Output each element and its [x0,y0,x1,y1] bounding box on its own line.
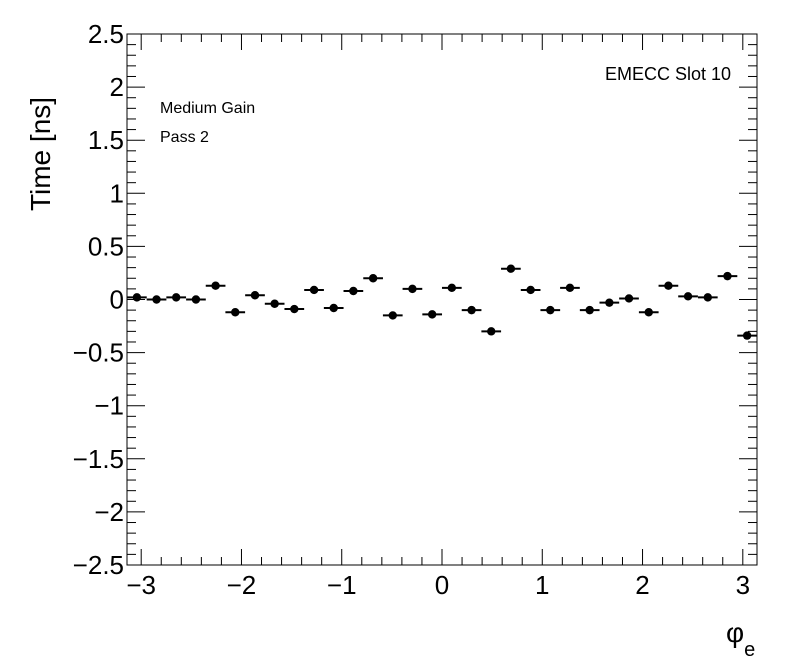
data-marker [388,311,397,320]
y-tick-label: 2.5 [88,19,124,49]
data-marker [132,293,142,302]
data-marker [368,274,378,283]
data-marker [506,264,516,273]
y-tick-label: 1.5 [88,125,124,155]
data-marker [290,304,299,314]
data-point [284,304,305,314]
x-tick-label: −2 [227,570,257,600]
data-marker [349,286,358,296]
axis-ticks [127,33,757,566]
data-marker [565,283,575,293]
data-point [461,305,482,315]
x-tick-label: 0 [435,570,449,600]
data-marker [309,285,319,295]
data-point [127,293,147,302]
data-marker [467,305,476,315]
axis-tick-labels: −2.5 −2 −1.5 −1 −0.5 0 0.5 1 1.5 2 2.5 −3 −2 −1 0 1 2 3 [73,19,750,600]
data-marker [250,291,260,300]
data-point [540,305,561,315]
data-point [560,283,580,293]
data-point [382,311,403,320]
data-marker [270,299,279,308]
y-tick-label: −1 [94,391,124,421]
data-marker [408,284,417,294]
data-point [697,293,718,302]
data-point [205,281,226,290]
data-marker [191,295,201,304]
y-tick-label: −2.5 [73,550,124,580]
data-point [501,264,521,273]
data-point [599,298,620,307]
y-tick-label: 1 [110,178,124,208]
data-point [363,274,383,283]
x-axis-title-symbol: φ [726,617,744,648]
data-marker [683,292,693,301]
x-tick-label: 1 [535,570,549,600]
data-point [343,286,364,296]
x-tick-label: −1 [327,570,357,600]
annotation-gain: Medium Gain [160,100,255,117]
x-tick-label: 3 [736,570,750,600]
data-point [245,291,265,300]
data-point [520,285,541,295]
y-tick-label: −0.5 [73,338,124,368]
data-marker [526,285,535,295]
x-tick-label: 2 [635,570,649,600]
data-marker [152,295,161,304]
data-point [441,283,462,293]
data-marker [427,310,437,319]
annotation-slot: EMECC Slot 10 [605,64,731,84]
x-axis-title-subscript: e [744,639,755,661]
y-tick-label: −1.5 [73,444,124,474]
data-marker [605,298,614,307]
data-marker [546,305,555,315]
x-axis-title: φe [726,617,755,661]
data-point [638,308,659,317]
data-point [658,281,679,290]
data-point [619,294,639,303]
x-tick-label: −3 [126,570,156,600]
data-point [264,299,285,308]
data-marker [624,294,634,303]
data-marker [723,271,732,281]
data-point [579,305,600,315]
data-marker [447,283,457,293]
data-marker [211,281,220,290]
y-tick-label: 0.5 [88,231,124,261]
y-tick-label: 2 [110,72,124,102]
data-point [323,303,344,313]
data-point [717,271,738,281]
y-tick-label: 0 [110,285,124,315]
data-marker [171,293,181,302]
y-tick-label: −2 [94,497,124,527]
y-axis-title: Time [ns] [25,97,56,211]
annotation-pass: Pass 2 [160,129,209,146]
data-marker [703,293,713,302]
data-point [678,292,698,301]
data-point [225,308,246,317]
data-point [186,295,206,304]
data-point [402,284,423,294]
data-marker [585,305,594,315]
data-point [422,310,443,319]
data-point [304,285,324,295]
data-marker [487,327,496,336]
data-marker [329,303,338,313]
data-point [166,293,187,302]
data-point [737,331,757,340]
data-marker [742,331,752,340]
data-marker [644,308,653,317]
data-marker [231,308,240,317]
data-point [146,295,167,304]
data-markers [127,264,757,340]
data-marker [664,281,673,290]
data-point [481,327,502,336]
